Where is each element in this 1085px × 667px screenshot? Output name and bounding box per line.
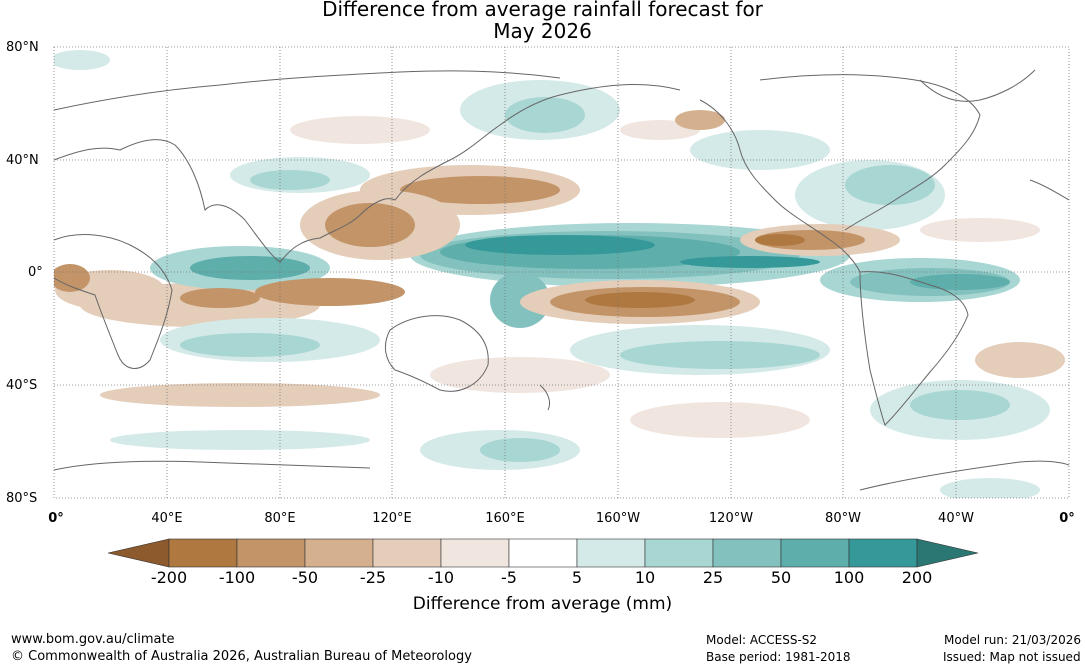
footer-issued: Issued: Map not issued <box>943 650 1081 664</box>
lon-label-80w: 80°W <box>825 511 861 526</box>
colorbar-tick-label: -5 <box>501 568 517 587</box>
lon-label-80e: 80°E <box>264 511 296 526</box>
colorbar-segment <box>644 538 714 568</box>
colorbar-tick-label: 200 <box>901 568 933 587</box>
colorbar-tick-label: 10 <box>634 568 656 587</box>
colorbar-segment <box>236 538 306 568</box>
colorbar-tick-label: -10 <box>427 568 455 587</box>
colorbar-title: Difference from average (mm) <box>412 594 673 614</box>
graticule <box>53 46 1070 499</box>
colorbar-tick-label: -100 <box>218 568 256 587</box>
colorbar-arrow-right <box>916 538 979 568</box>
colorbar-arrow-left <box>107 538 170 568</box>
colorbar-tick-label: 5 <box>571 568 583 587</box>
footer-copyright: © Commonwealth of Australia 2026, Austra… <box>11 649 472 664</box>
footer-url[interactable]: www.bom.gov.au/climate <box>11 632 175 647</box>
coastlines <box>53 69 1070 491</box>
colorbar-tick-label: 25 <box>702 568 724 587</box>
lat-label-40s: 40°S <box>6 378 38 393</box>
lat-label-80n: 80°N <box>6 40 39 55</box>
colorbar <box>107 538 979 568</box>
lon-label-120e: 120°E <box>372 511 412 526</box>
colorbar-segment <box>712 538 782 568</box>
lon-label-0-right: 0° <box>1059 511 1075 526</box>
colorbar-tick-label: 100 <box>833 568 865 587</box>
anomaly-field <box>54 47 1069 498</box>
lon-label-160e: 160°E <box>485 511 525 526</box>
colorbar-segment <box>576 538 646 568</box>
colorbar-segment <box>168 538 238 568</box>
lat-label-40n: 40°N <box>6 153 39 168</box>
footer-base-period: Base period: 1981-2018 <box>706 650 851 664</box>
colorbar-tick-label: -200 <box>150 568 188 587</box>
lon-label-40e: 40°E <box>151 511 183 526</box>
map-title-line1: Difference from average rainfall forecas… <box>322 0 763 21</box>
colorbar-tick-label: -50 <box>291 568 319 587</box>
lat-label-80s: 80°S <box>6 491 38 506</box>
colorbar-segment <box>508 538 578 568</box>
lon-label-40w: 40°W <box>938 511 974 526</box>
colorbar-segment <box>304 538 374 568</box>
colorbar-segment <box>848 538 918 568</box>
lon-label-0-left: 0° <box>48 511 64 526</box>
lon-label-120w: 120°W <box>708 511 754 526</box>
colorbar-segment <box>372 538 442 568</box>
colorbar-tick-label: -25 <box>359 568 387 587</box>
lon-label-160w: 160°W <box>595 511 641 526</box>
lat-label-0: 0° <box>28 265 43 280</box>
colorbar-segment <box>780 538 850 568</box>
footer-model-run: Model run: 21/03/2026 <box>944 633 1082 647</box>
colorbar-segment <box>440 538 510 568</box>
map-title-line2: May 2026 <box>493 19 592 43</box>
footer-model: Model: ACCESS-S2 <box>706 633 818 647</box>
colorbar-tick-label: 50 <box>770 568 792 587</box>
